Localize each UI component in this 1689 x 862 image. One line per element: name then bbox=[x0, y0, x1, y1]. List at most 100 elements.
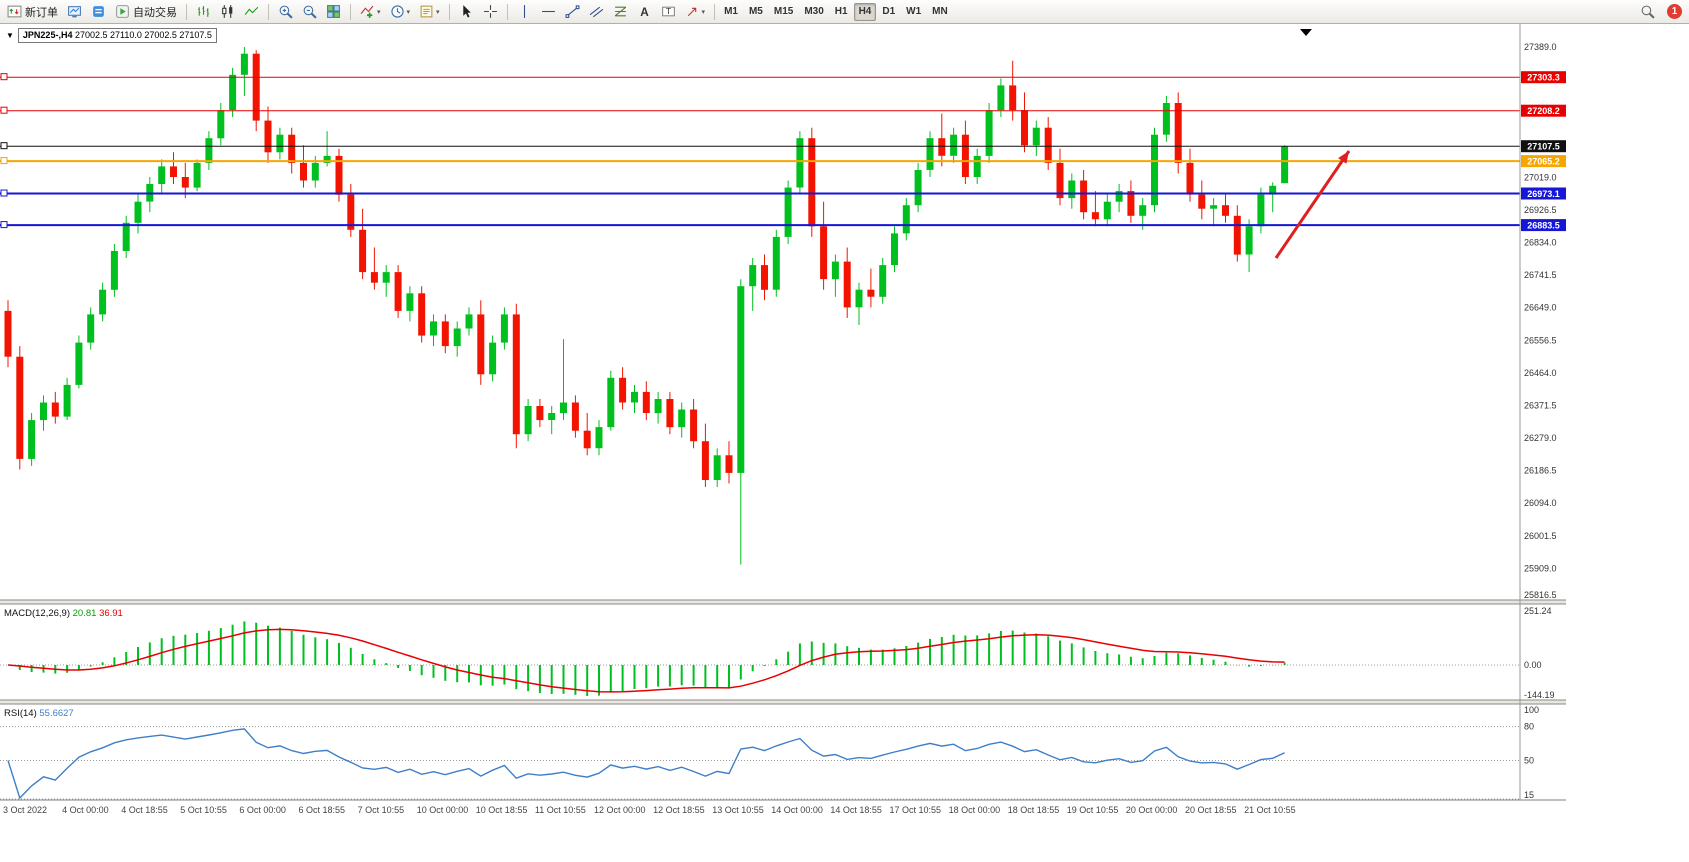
hline-handle[interactable] bbox=[0, 221, 8, 229]
svg-text:4 Oct 18:55: 4 Oct 18:55 bbox=[121, 805, 168, 815]
svg-text:14 Oct 18:55: 14 Oct 18:55 bbox=[830, 805, 882, 815]
cursor-icon bbox=[462, 5, 471, 18]
new-order-button[interactable]: 新订单 bbox=[3, 2, 62, 22]
periods-button[interactable]: ▾ bbox=[386, 2, 415, 22]
zoom-in-button[interactable] bbox=[274, 2, 297, 22]
svg-text:6 Oct 18:55: 6 Oct 18:55 bbox=[299, 805, 346, 815]
candle-chart-mode-button[interactable] bbox=[216, 2, 239, 22]
svg-text:25909.0: 25909.0 bbox=[1524, 563, 1557, 573]
depth-icon bbox=[93, 6, 104, 17]
svg-text:251.24: 251.24 bbox=[1524, 606, 1552, 616]
timeframe-H4[interactable]: H4 bbox=[853, 2, 877, 21]
timeframe-M1[interactable]: M1 bbox=[724, 6, 738, 17]
label-icon: T bbox=[661, 6, 675, 17]
clock-icon bbox=[390, 5, 404, 18]
arrows-button[interactable]: ▾ bbox=[681, 2, 710, 22]
svg-text:26094.0: 26094.0 bbox=[1524, 498, 1557, 508]
trendline-button[interactable] bbox=[561, 2, 584, 22]
vline-icon bbox=[523, 5, 525, 18]
autotrading-button[interactable]: 自动交易 bbox=[111, 2, 181, 22]
trend-arrow-annotation[interactable] bbox=[1274, 150, 1351, 259]
horizontal-line-button[interactable] bbox=[537, 2, 560, 22]
timeframe-M5[interactable]: M5 bbox=[748, 6, 763, 17]
line-icon bbox=[244, 6, 259, 16]
hline-icon bbox=[541, 10, 555, 13]
svg-text:26556.5: 26556.5 bbox=[1524, 335, 1557, 345]
one-click-trading-arrow[interactable]: ▼ bbox=[6, 30, 14, 40]
macd-signal-line bbox=[7, 628, 1285, 693]
panel-divider[interactable] bbox=[0, 700, 1566, 704]
search-icon bbox=[1641, 5, 1655, 19]
zoom-out-button[interactable] bbox=[298, 2, 321, 22]
equidistant-channel-button[interactable] bbox=[585, 2, 608, 22]
svg-text:13 Oct 10:55: 13 Oct 10:55 bbox=[712, 805, 764, 815]
svg-text:20 Oct 00:00: 20 Oct 00:00 bbox=[1126, 805, 1178, 815]
svg-text:10 Oct 00:00: 10 Oct 00:00 bbox=[417, 805, 469, 815]
cursor-button[interactable] bbox=[455, 2, 478, 22]
svg-text:27107.5: 27107.5 bbox=[1527, 142, 1560, 152]
svg-text:26371.5: 26371.5 bbox=[1524, 400, 1557, 410]
timeframe-MN[interactable]: MN bbox=[932, 6, 948, 17]
svg-text:18 Oct 18:55: 18 Oct 18:55 bbox=[1008, 805, 1060, 815]
hline-handle[interactable] bbox=[0, 142, 8, 150]
hline-handle[interactable] bbox=[0, 157, 8, 165]
chart-window-button[interactable] bbox=[63, 2, 86, 22]
autotrading-label: 自动交易 bbox=[133, 6, 177, 19]
zoom-in-icon bbox=[279, 5, 293, 19]
crosshair-icon bbox=[483, 5, 497, 18]
rsi-label: RSI(14) 55.6627 bbox=[4, 708, 74, 719]
hline-handle[interactable] bbox=[0, 189, 8, 197]
fibonacci-button[interactable] bbox=[609, 2, 632, 22]
svg-text:18 Oct 00:00: 18 Oct 00:00 bbox=[949, 805, 1001, 815]
indicators-icon bbox=[360, 5, 374, 18]
play-icon bbox=[116, 5, 129, 18]
svg-text:15: 15 bbox=[1524, 790, 1534, 800]
market-depth-button[interactable] bbox=[87, 2, 110, 22]
svg-text:12 Oct 18:55: 12 Oct 18:55 bbox=[653, 805, 705, 815]
time-axis[interactable]: 3 Oct 2022 4 Oct 00:00 4 Oct 18:55 5 Oct 10… bbox=[3, 805, 1296, 815]
price-chart[interactable]: 25816.5 25909.0 26001.5 26094.0 26186.5 26279… bbox=[0, 24, 1566, 862]
search-button[interactable] bbox=[1636, 2, 1659, 22]
toolbar-separator bbox=[186, 3, 187, 20]
svg-text:26926.5: 26926.5 bbox=[1524, 205, 1557, 215]
svg-text:T: T bbox=[665, 6, 671, 16]
toolbar-separator bbox=[350, 3, 351, 20]
svg-text:26279.0: 26279.0 bbox=[1524, 433, 1557, 443]
new-order-label: 新订单 bbox=[25, 6, 58, 19]
timeframe-M30[interactable]: M30 bbox=[804, 6, 824, 17]
zoom-out-icon bbox=[303, 5, 317, 19]
toolbar-timeframes-group: M1 M5 M15 M30 H1 H4 D1 W1 MN bbox=[719, 2, 953, 21]
bar-chart-mode-button[interactable] bbox=[192, 2, 215, 22]
line-chart-mode-button[interactable] bbox=[240, 2, 263, 22]
toolbar-right-group: 1 bbox=[1636, 2, 1686, 22]
templates-button[interactable]: ▾ bbox=[415, 2, 444, 22]
monitor-icon bbox=[68, 6, 81, 18]
svg-text:26973.1: 26973.1 bbox=[1527, 189, 1560, 199]
timeframe-D1[interactable]: D1 bbox=[882, 6, 896, 17]
text-label-button[interactable]: T bbox=[657, 2, 680, 22]
price-axis[interactable]: 25816.5 25909.0 26001.5 26094.0 26186.5 26279… bbox=[1524, 42, 1557, 800]
svg-text:20 Oct 18:55: 20 Oct 18:55 bbox=[1185, 805, 1237, 815]
hline-handle[interactable] bbox=[0, 106, 8, 114]
timeframe-M15[interactable]: M15 bbox=[773, 6, 794, 17]
chart-shift-marker-icon[interactable] bbox=[1300, 29, 1312, 36]
vertical-line-button[interactable] bbox=[513, 2, 536, 22]
panel-divider[interactable] bbox=[0, 600, 1566, 604]
tile-icon bbox=[327, 5, 340, 18]
hline-handle[interactable] bbox=[0, 73, 8, 81]
crosshair-button[interactable] bbox=[479, 2, 502, 22]
timeframe-H1[interactable]: H1 bbox=[834, 6, 848, 17]
svg-text:26741.5: 26741.5 bbox=[1524, 270, 1557, 280]
text-button[interactable]: A bbox=[633, 2, 656, 22]
tile-windows-button[interactable] bbox=[322, 2, 345, 22]
symbol-info-box[interactable]: ▼ JPN225-,H4 27002.5 27110.0 27002.5 271… bbox=[6, 28, 217, 43]
notification-badge[interactable]: 1 bbox=[1667, 4, 1682, 19]
toolbar: 新订单 自动交易 ▾ ▾ ▾ A T ▾ M1 M5 M15 M30 H1 H4 D1 W1 MN 1 bbox=[0, 0, 1689, 24]
svg-text:27019.0: 27019.0 bbox=[1524, 172, 1557, 182]
svg-text:26834.0: 26834.0 bbox=[1524, 238, 1557, 248]
svg-text:19 Oct 10:55: 19 Oct 10:55 bbox=[1067, 805, 1119, 815]
timeframe-W1[interactable]: W1 bbox=[906, 6, 922, 17]
svg-text:80: 80 bbox=[1524, 722, 1534, 732]
indicators-button[interactable]: ▾ bbox=[356, 2, 385, 22]
